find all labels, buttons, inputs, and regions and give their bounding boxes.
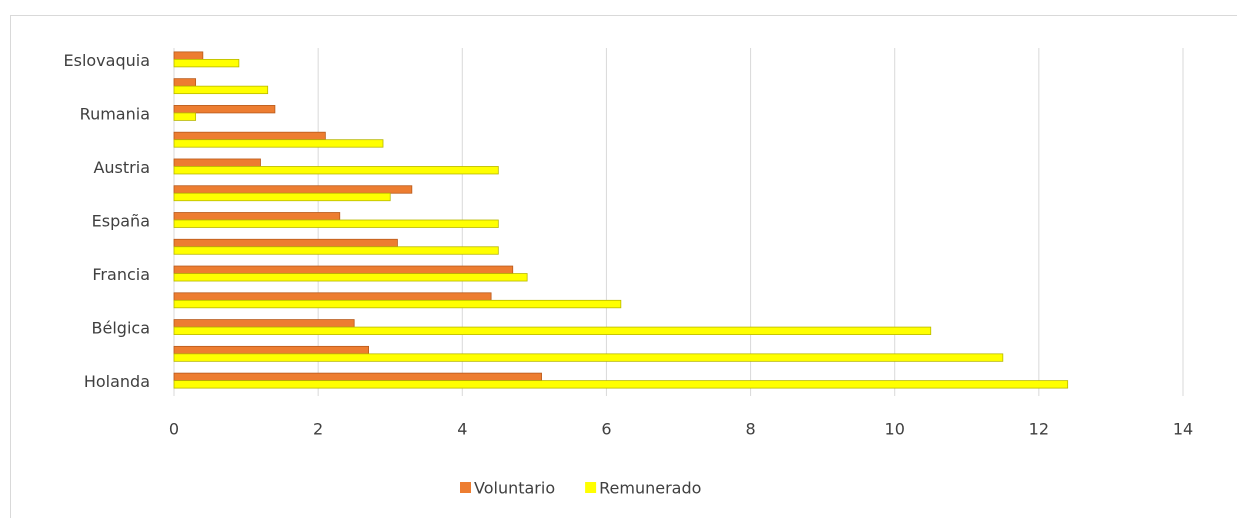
bar [174,239,397,247]
bar [174,381,1068,389]
bar [174,274,527,282]
x-tick-label: 0 [169,420,179,439]
bar [174,159,260,167]
legend-label: Remunerado [599,479,701,498]
bar [174,105,275,113]
x-tick-label: 6 [601,420,611,439]
bar [174,113,196,121]
bar [174,300,621,308]
y-tick-label: Holanda [84,372,150,391]
bar [174,266,513,274]
y-tick-label: Bélgica [92,319,150,338]
x-tick-label: 2 [313,420,323,439]
bar [174,132,325,140]
bar [174,140,383,148]
bar [174,86,268,94]
bar [174,193,390,201]
bar [174,79,196,87]
bar [174,354,1003,362]
x-tick-label: 14 [1173,420,1193,439]
y-tick-label: Francia [92,265,150,284]
x-tick-label: 4 [457,420,467,439]
bar [174,327,931,335]
bar [174,52,203,60]
bar [174,373,542,381]
legend-swatch [460,482,471,493]
x-tick-label: 8 [745,420,755,439]
bar [174,247,498,255]
bar [174,293,491,301]
y-tick-label: España [92,212,150,231]
legend-swatch [585,482,596,493]
bar [174,59,239,66]
bar [174,166,498,174]
bar [174,186,412,194]
bar [174,213,340,221]
bar [174,320,354,328]
y-tick-label: Rumania [80,104,150,123]
bar [174,220,498,228]
x-tick-label: 12 [1029,420,1049,439]
legend-label: Voluntario [474,479,555,498]
y-tick-label: Eslovaquia [64,51,151,70]
y-tick-label: Austria [93,158,150,177]
x-tick-label: 10 [885,420,905,439]
bar [174,346,369,354]
